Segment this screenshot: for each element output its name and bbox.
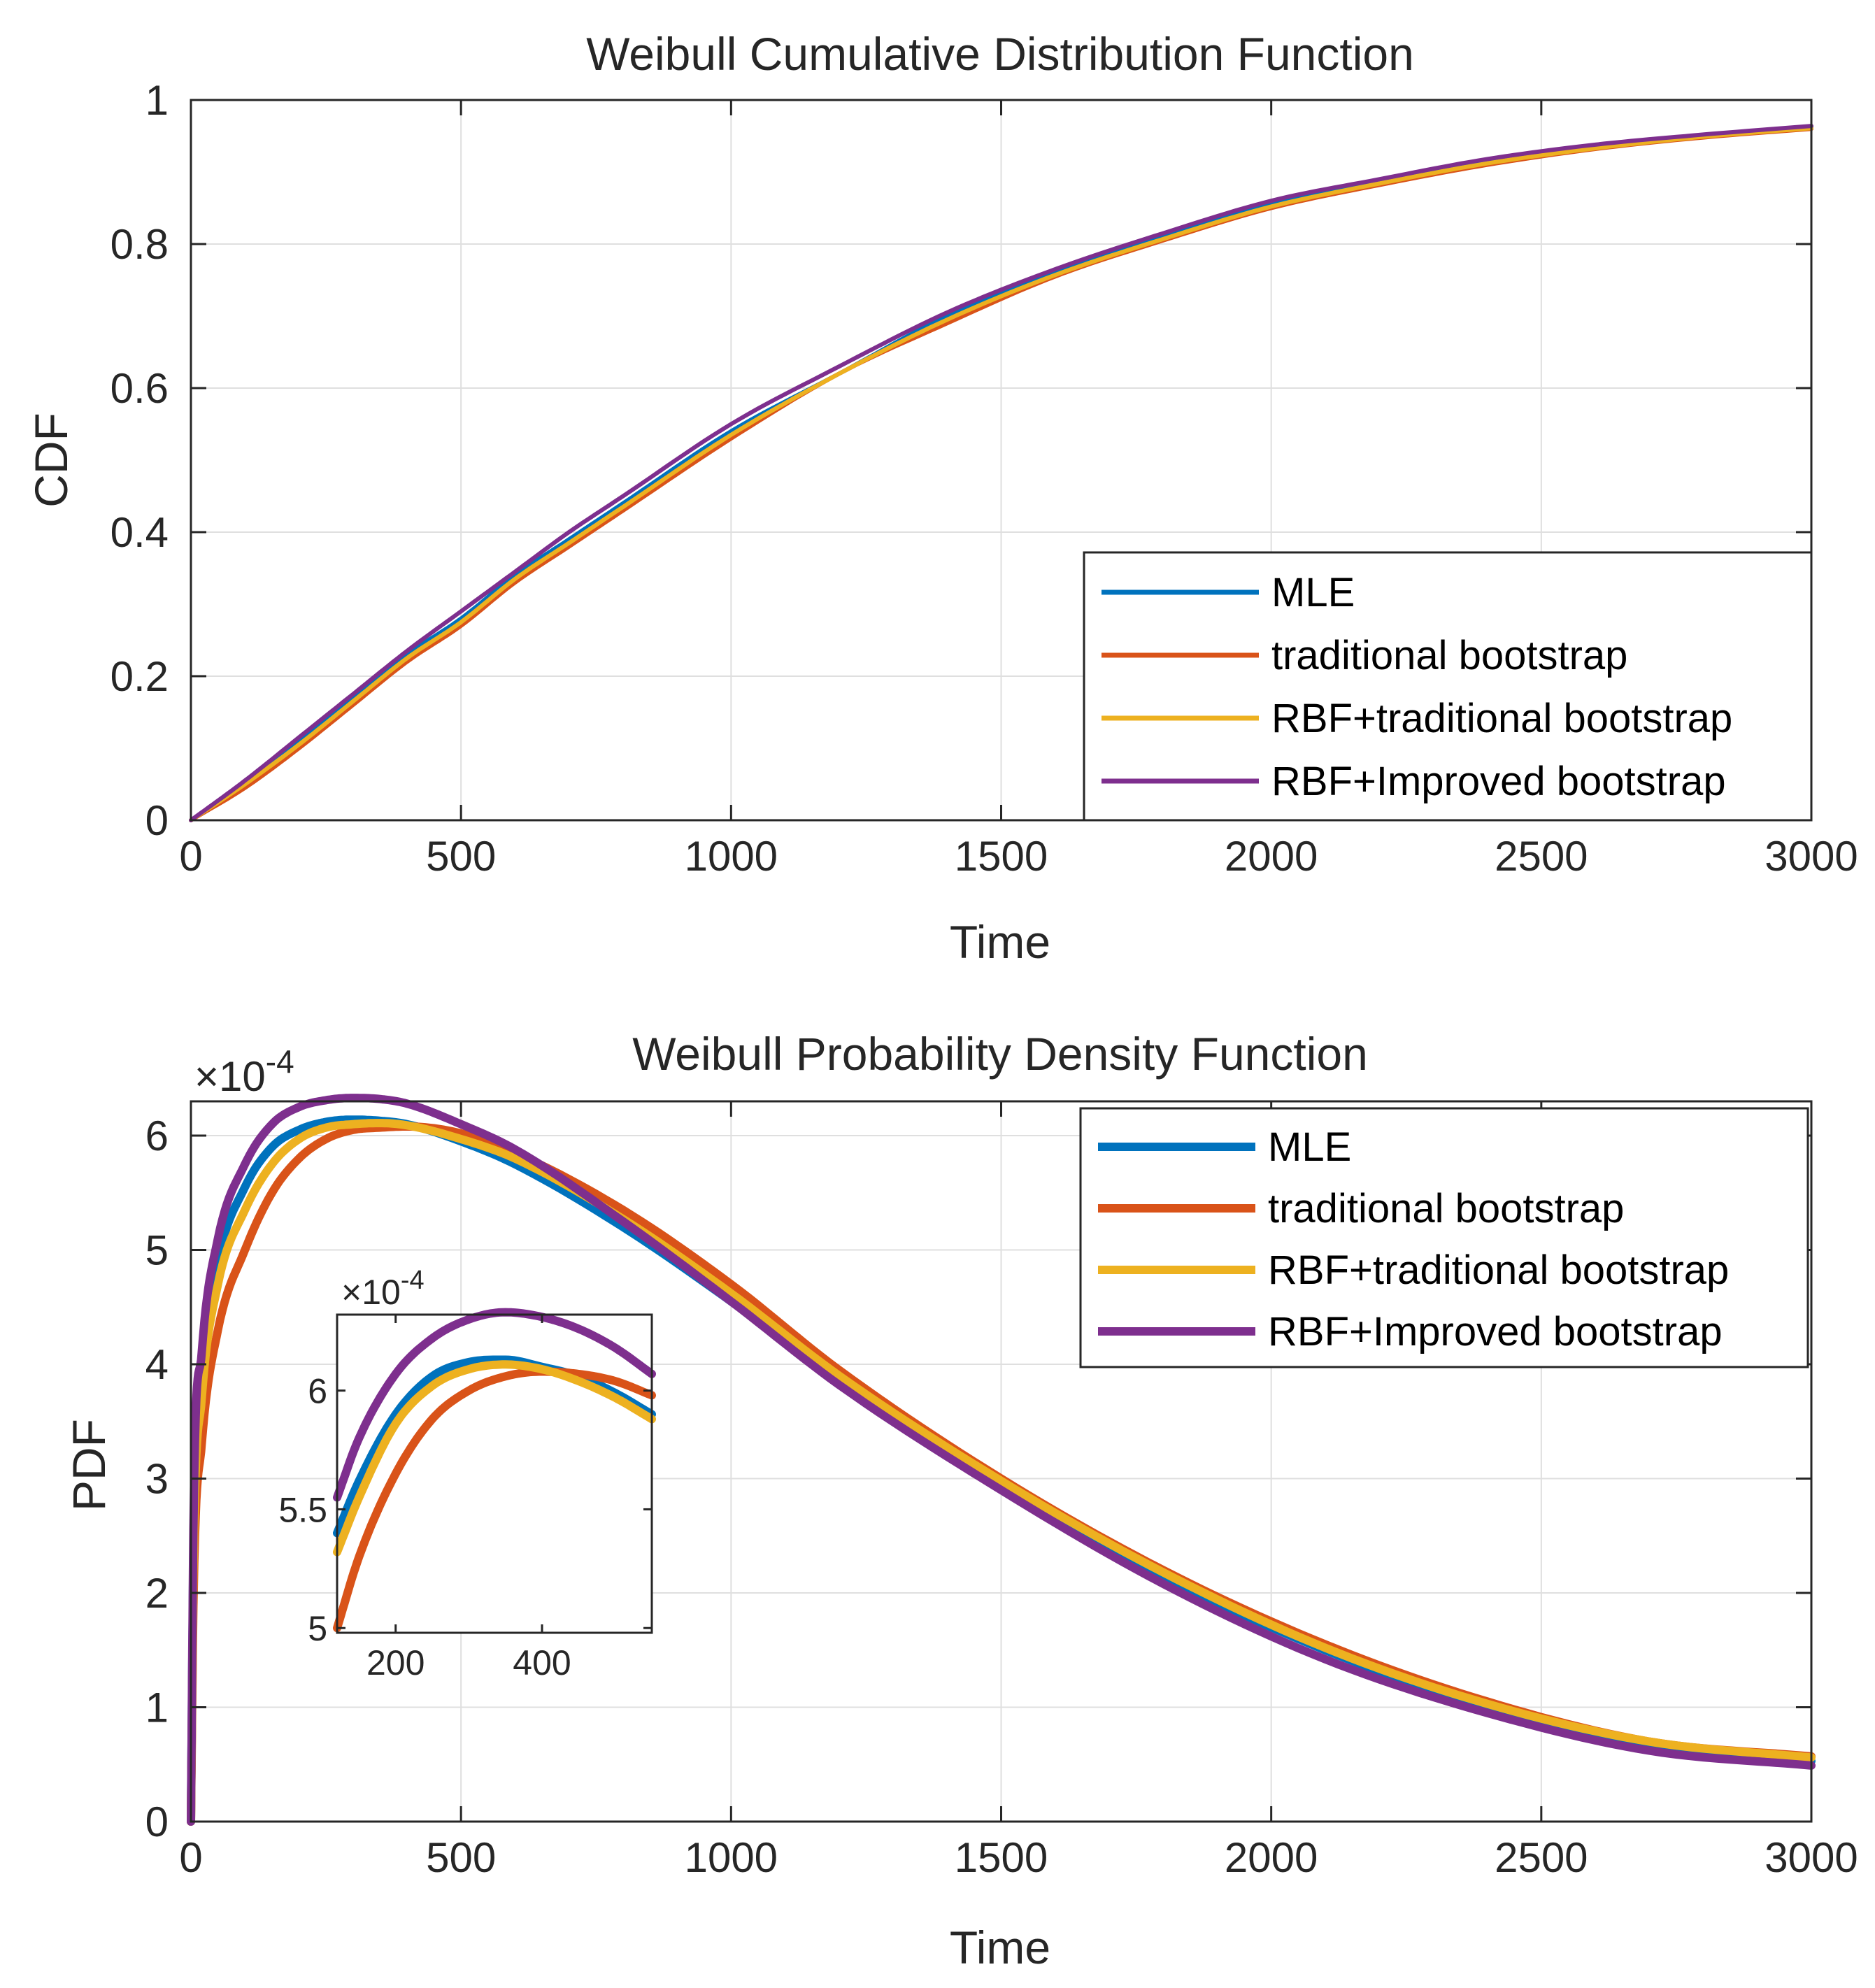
cdf-lines <box>189 124 1813 822</box>
cdf-x-label: Time <box>950 916 1050 968</box>
cdf-y-label: CDF <box>25 413 77 508</box>
cdf-legend-box <box>1083 551 1813 822</box>
pdf-inset-x-ticks: 200 400 <box>366 1315 571 1682</box>
pdf-title: Weibull Probability Density Function <box>632 1028 1368 1080</box>
pdf-y-tick-label: 6 <box>145 1113 169 1159</box>
cdf-x-tick-label: 2500 <box>1495 833 1588 880</box>
pdf-lines <box>187 1094 1816 1826</box>
cdf-y-tick-label: 0 <box>145 797 169 844</box>
pdf-y-tick-label: 4 <box>145 1341 169 1388</box>
cdf-x-tick-label: 2000 <box>1225 833 1318 880</box>
pdf-legend-label-traditional-bootstrap: traditional bootstrap <box>1268 1186 1624 1231</box>
pdf-y-exponent: ×10-4 <box>194 1043 294 1100</box>
pdf-legend-label-rbf-improved-bootstrap: RBF+Improved bootstrap <box>1268 1309 1723 1354</box>
pdf-y-tick-label: 0 <box>145 1799 169 1845</box>
cdf-title: Weibull Cumulative Distribution Function <box>586 28 1414 80</box>
pdf-x-tick-label: 3000 <box>1765 1834 1858 1881</box>
pdf-inset-chart: 200 400 55.56 ×10-4 <box>278 1266 656 1682</box>
cdf-x-tick-label: 1000 <box>685 833 778 880</box>
pdf-x-label: Time <box>950 1922 1050 1973</box>
pdf-y-exponent-power: -4 <box>266 1043 294 1080</box>
cdf-legend: MLE traditional bootstrap RBF+traditiona… <box>1083 551 1813 822</box>
cdf-chart: Weibull Cumulative Distribution Function… <box>25 28 1858 968</box>
pdf-inset-y-exponent: ×10-4 <box>341 1266 425 1312</box>
cdf-legend-label-rbf-improved-bootstrap: RBF+Improved bootstrap <box>1271 759 1726 804</box>
pdf-series-rbf-improved-bootstrap <box>187 1094 1816 1826</box>
pdf-x-ticks: 0 500 1000 1500 2000 2500 3000 <box>179 1101 1858 1881</box>
pdf-inset-y-ticks: 55.56 <box>278 1372 652 1648</box>
pdf-y-tick-label: 5 <box>145 1227 169 1274</box>
pdf-x-tick-label: 2000 <box>1225 1834 1318 1881</box>
pdf-legend: MLE traditional bootstrap RBF+traditiona… <box>1079 1107 1809 1368</box>
pdf-x-tick-label: 1000 <box>685 1834 778 1881</box>
pdf-inset-x-tick-label: 400 <box>513 1643 571 1682</box>
cdf-y-tick-label: 0.4 <box>110 509 169 556</box>
cdf-x-tick-label: 0 <box>179 833 202 880</box>
pdf-inset-y-exponent-base: ×10 <box>341 1273 401 1312</box>
pdf-y-ticks: 0 1 2 3 4 5 6 <box>145 1113 1811 1845</box>
pdf-y-tick-label: 2 <box>145 1570 169 1617</box>
cdf-legend-label-mle: MLE <box>1271 570 1355 615</box>
pdf-inset-frame <box>336 1313 653 1634</box>
pdf-legend-label-rbf-traditional-bootstrap: RBF+traditional bootstrap <box>1268 1247 1729 1293</box>
pdf-inset-series-rbf-traditional-bootstrap <box>333 1360 656 1557</box>
cdf-y-tick-label: 0.8 <box>110 221 169 268</box>
cdf-x-tick-label: 3000 <box>1765 833 1858 880</box>
cdf-series-rbf-traditional-bootstrap <box>189 126 1813 822</box>
cdf-legend-label-traditional-bootstrap: traditional bootstrap <box>1271 633 1627 678</box>
cdf-legend-label-rbf-traditional-bootstrap: RBF+traditional bootstrap <box>1271 696 1732 741</box>
pdf-y-tick-label: 1 <box>145 1685 169 1731</box>
cdf-x-tick-label: 1500 <box>955 833 1048 880</box>
cdf-x-tick-label: 500 <box>426 833 496 880</box>
pdf-inset-y-tick-label: 5 <box>308 1609 327 1648</box>
pdf-inset-x-tick-label: 200 <box>366 1643 425 1682</box>
pdf-x-tick-label: 2500 <box>1495 1834 1588 1881</box>
pdf-legend-box <box>1079 1107 1809 1368</box>
cdf-y-tick-label: 1 <box>145 77 169 124</box>
pdf-inset-y-tick-label: 6 <box>308 1372 327 1411</box>
cdf-series-rbf-improved-bootstrap <box>189 124 1813 822</box>
cdf-y-tick-label: 0.6 <box>110 365 169 412</box>
cdf-y-ticks: 0 0.2 0.4 0.6 0.8 1 <box>110 77 1811 844</box>
pdf-inset-y-exponent-power: -4 <box>401 1266 425 1295</box>
pdf-series-rbf-traditional-bootstrap <box>187 1119 1816 1826</box>
pdf-inset-y-tick-label: 5.5 <box>278 1490 327 1529</box>
pdf-inset-lines <box>333 1308 656 1633</box>
pdf-inset-series-mle <box>333 1355 656 1538</box>
pdf-y-label: PDF <box>63 1419 115 1511</box>
pdf-y-exponent-base: ×10 <box>194 1053 266 1100</box>
pdf-x-tick-label: 1500 <box>955 1834 1048 1881</box>
pdf-y-tick-label: 3 <box>145 1456 169 1503</box>
cdf-y-tick-label: 0.2 <box>110 653 169 700</box>
pdf-legend-label-mle: MLE <box>1268 1124 1351 1170</box>
pdf-chart: Weibull Probability Density Function 0 50… <box>63 1028 1858 1973</box>
pdf-x-tick-label: 0 <box>179 1834 202 1881</box>
cdf-x-ticks: 0 500 1000 1500 2000 2500 3000 <box>179 100 1858 880</box>
pdf-inset-series-traditional-bootstrap <box>333 1367 656 1633</box>
pdf-x-tick-label: 500 <box>426 1834 496 1881</box>
